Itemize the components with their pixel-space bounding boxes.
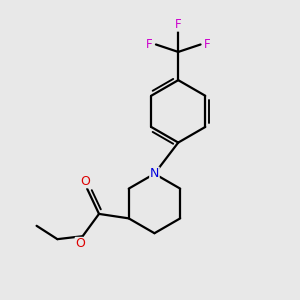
- Text: F: F: [175, 18, 181, 31]
- Text: N: N: [150, 167, 159, 180]
- Text: F: F: [146, 38, 153, 51]
- Text: O: O: [75, 237, 85, 250]
- Text: O: O: [81, 175, 91, 188]
- Text: F: F: [204, 38, 210, 51]
